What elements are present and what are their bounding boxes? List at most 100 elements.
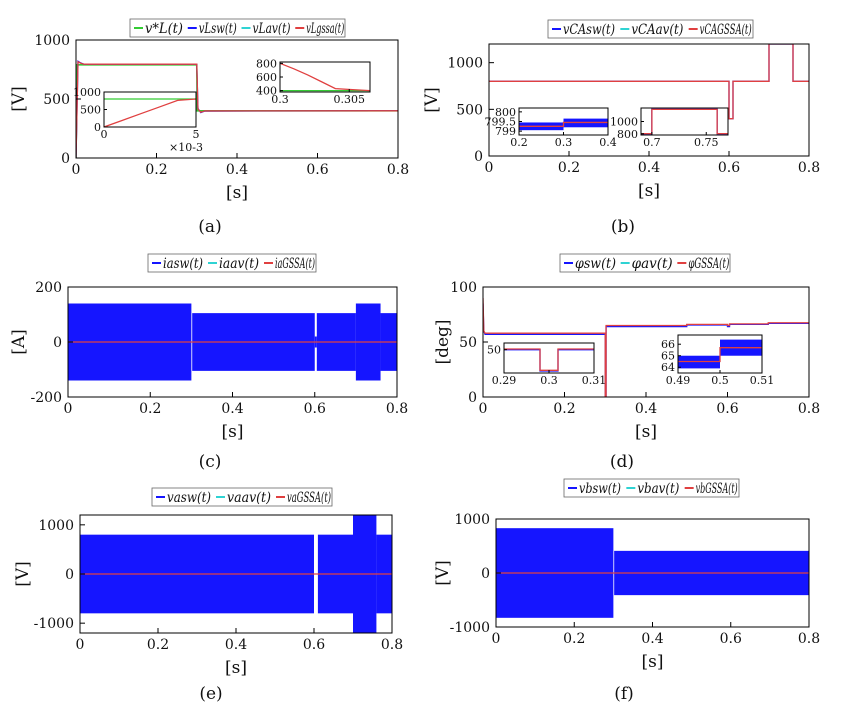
x-tick-label: 0 bbox=[101, 128, 108, 141]
x-tick-label: 0.6 bbox=[303, 637, 325, 653]
x-tick-label: 0 bbox=[64, 401, 73, 417]
x-axis-label: [s] bbox=[225, 658, 247, 678]
y-tick-label: 0 bbox=[481, 566, 490, 582]
inset-series-gssa bbox=[641, 108, 728, 135]
panel-caption: (f) bbox=[614, 684, 634, 704]
plot-area bbox=[489, 44, 809, 120]
inset-series-gssa bbox=[280, 62, 370, 92]
legend-entry-label: vbGSSA(t) bbox=[696, 481, 738, 497]
x-tick-label: 0.6 bbox=[304, 401, 326, 417]
legend-box bbox=[547, 19, 754, 39]
y-axis-label: [deg] bbox=[433, 319, 453, 364]
legend-entry-label: iasw(t) bbox=[163, 256, 203, 272]
y-tick-label: 800 bbox=[495, 106, 516, 119]
x-tick-label: 0.2 bbox=[145, 162, 167, 178]
chart-panel-d: 0 0.2 0.4 0.6 0.8 0 50 100 [s] [deg] φsw(t) φav(t) φ… bbox=[433, 253, 820, 472]
y-axis-label: [V] bbox=[9, 86, 29, 112]
x-tick-label: 0.8 bbox=[381, 637, 403, 653]
y-tick-label: 1000 bbox=[610, 116, 638, 129]
panel-caption: (b) bbox=[611, 217, 635, 237]
x-tick-label: 0.5 bbox=[711, 374, 729, 387]
legend-entry-label: vCAGSSA(t) bbox=[700, 22, 752, 38]
x-tick-label: 0.2 bbox=[510, 136, 528, 149]
x-tick-label: 0.2 bbox=[553, 401, 575, 417]
inset-background bbox=[280, 62, 370, 92]
series-line-gssa bbox=[483, 297, 809, 397]
x-tick-label: 0.4 bbox=[599, 136, 617, 149]
legend-entry-label: vbsw(t) bbox=[579, 481, 621, 497]
legend-entry-label: vLgssa(t) bbox=[306, 21, 344, 37]
legend-box bbox=[563, 478, 740, 498]
x-tick-label: 0.8 bbox=[386, 401, 408, 417]
inset-plot-area bbox=[519, 118, 608, 131]
x-tick-label: 0.4 bbox=[641, 631, 663, 647]
x-tick-label: 0.29 bbox=[492, 374, 517, 387]
x-tick-label: 0 bbox=[479, 401, 488, 417]
x-tick-label: 0.4 bbox=[225, 637, 247, 653]
y-tick-label: 64 bbox=[661, 361, 675, 374]
y-tick-label: 66 bbox=[661, 338, 675, 351]
inset-plot-area bbox=[104, 98, 196, 127]
legend-entry-label: vCAsw(t) bbox=[563, 22, 615, 38]
x-tick-label: 0.6 bbox=[718, 160, 740, 176]
y-tick-label: 50 bbox=[459, 335, 477, 351]
y-axis-label: [V] bbox=[433, 560, 453, 586]
y-tick-label: 0 bbox=[94, 121, 101, 134]
y-tick-label: 799.5 bbox=[485, 116, 517, 129]
x-tick-label: 0 bbox=[492, 631, 501, 647]
legend-entry-label: vLav(t) bbox=[253, 21, 291, 37]
x-tick-label: 0.2 bbox=[558, 160, 580, 176]
x-tick-label: 0.2 bbox=[147, 637, 169, 653]
legend-entry-label: iaGSSA(t) bbox=[275, 256, 315, 272]
legend-entry-label: vCAav(t) bbox=[631, 22, 683, 38]
x-tick-label: 0.51 bbox=[750, 374, 775, 387]
legend-entry-label: iaav(t) bbox=[219, 256, 259, 272]
y-tick-label: 800 bbox=[617, 128, 638, 141]
x-tick-label: 0.75 bbox=[694, 136, 719, 149]
y-tick-label: 500 bbox=[80, 104, 101, 117]
plot-area bbox=[80, 515, 392, 633]
legend-entry-label: vLsw(t) bbox=[199, 21, 237, 37]
x-axis-label: [s] bbox=[222, 422, 244, 442]
x-tick-label: 0.8 bbox=[798, 631, 820, 647]
y-tick-label: 800 bbox=[256, 57, 277, 70]
legend-entry-label: vasw(t) bbox=[167, 490, 211, 506]
x-tick-label: 0.2 bbox=[139, 401, 161, 417]
plot-area bbox=[483, 297, 809, 397]
panel-caption: (c) bbox=[199, 452, 222, 472]
x-tick-label: 0.4 bbox=[635, 401, 657, 417]
series-line-gssa bbox=[76, 60, 398, 158]
y-tick-label: -200 bbox=[31, 390, 62, 406]
x-tick-label: 0.8 bbox=[798, 401, 820, 417]
x-tick-label: 0.4 bbox=[226, 162, 248, 178]
inset-series-gssa bbox=[519, 121, 608, 127]
legend-box bbox=[559, 253, 731, 273]
inset-plot-area bbox=[280, 62, 370, 92]
y-tick-label: 0 bbox=[53, 335, 62, 351]
x-tick-label: 0.4 bbox=[638, 160, 660, 176]
x-tick-label: 0.7 bbox=[643, 136, 661, 149]
x-tick-label: 0.3 bbox=[555, 136, 573, 149]
inset-series-gssa bbox=[104, 98, 196, 127]
plot-area bbox=[76, 60, 398, 158]
y-tick-label: 1000 bbox=[73, 86, 101, 99]
legend-entry-label: vaGSSA(t) bbox=[287, 490, 331, 506]
x-tick-label: 0.6 bbox=[716, 401, 738, 417]
inset-background bbox=[641, 108, 728, 135]
y-tick-label: 50 bbox=[487, 344, 501, 357]
x-tick-label: 0.2 bbox=[563, 631, 585, 647]
y-tick-label: 500 bbox=[456, 102, 483, 118]
y-tick-label: 1000 bbox=[34, 33, 70, 49]
chart-panel-b: 0 0.2 0.4 0.6 0.8 0 500 1000 [s] [V] vCAsw(t) vCAav… bbox=[422, 19, 820, 237]
y-tick-label: 100 bbox=[450, 280, 477, 296]
x-axis-label: [s] bbox=[642, 652, 664, 672]
y-tick-label: 600 bbox=[256, 71, 277, 84]
x-tick-label: 0.305 bbox=[333, 93, 365, 106]
inset-background bbox=[504, 343, 594, 373]
